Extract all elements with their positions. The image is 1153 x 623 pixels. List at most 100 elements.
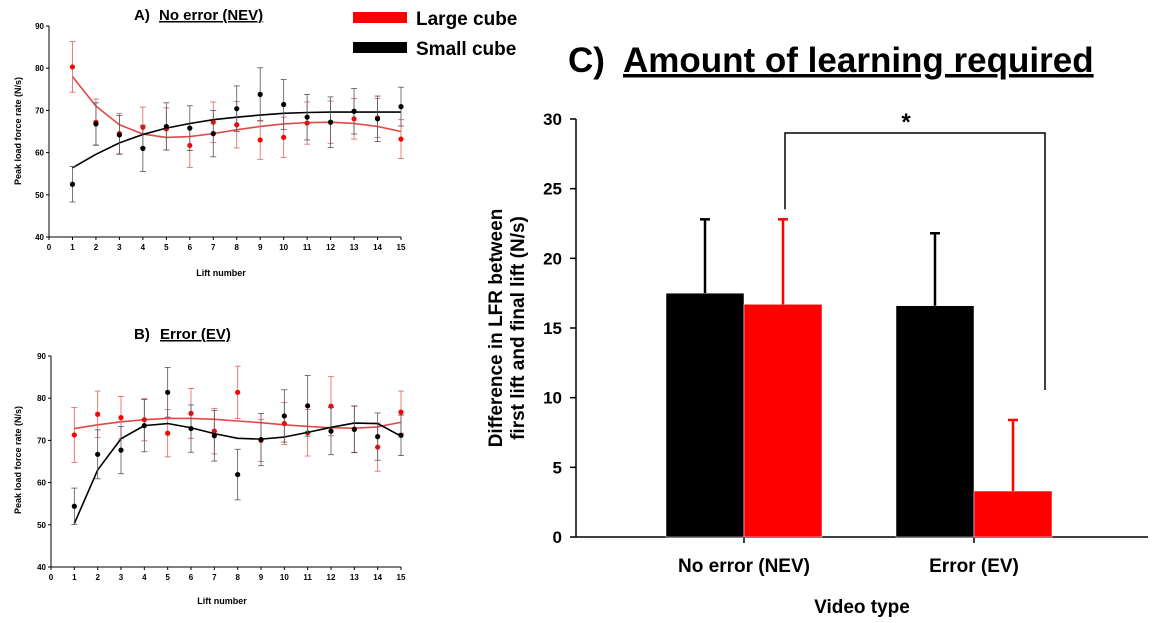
panel-a-large-cube-point [69, 64, 76, 70]
panel-b-small-cube-point [235, 471, 241, 478]
panel-b-large-cube-point [235, 389, 241, 395]
panel-b-y-tick-label: 50 [37, 521, 46, 530]
panel-b-y-axis-label: Peak load force rate (N/s) [13, 406, 23, 514]
panel-b-small-cube-point [211, 433, 217, 439]
panel-b-small-cube-trend-line [73, 422, 402, 524]
panel-c-bar-large-cube [743, 304, 823, 538]
panel-b-x-tick-label: 11 [303, 573, 312, 582]
panel-a-y-tick-label: 90 [35, 22, 44, 31]
panel-c-category-label: Error (EV) [929, 556, 1019, 577]
panel-a-x-tick-label: 3 [117, 243, 122, 252]
panel-b-y-tick-label: 40 [37, 563, 46, 572]
panel-b-small-cube-point [328, 428, 334, 434]
panel-b-x-tick-label: 0 [49, 573, 54, 582]
panel-b-x-tick-label: 13 [350, 573, 359, 582]
panel-a-small-cube-point [163, 123, 169, 130]
panel-b-x-tick-label: 7 [212, 573, 217, 582]
panel-b-small-cube-point [398, 432, 404, 438]
panel-b-small-cube-point [71, 503, 77, 509]
panel-b-x-tick-label: 5 [165, 573, 170, 582]
panel-c-title: Amount of learning required [623, 41, 1094, 80]
panel-b-small-cube-point [118, 447, 124, 453]
panel-b-y-tick-label: 90 [37, 352, 46, 361]
panel-a-x-tick-label: 7 [211, 243, 216, 252]
significance-bracket [784, 132, 1046, 390]
panel-a-small-cube-point [304, 114, 310, 120]
panel-c-x-axis-label: Video type [814, 597, 910, 618]
panel-b-large-cube-trend-line [74, 417, 402, 430]
panel-a-small-cube-point [281, 101, 287, 108]
panel-c-y-tick-label: 30 [543, 110, 562, 129]
panel-a-x-tick-label: 9 [258, 243, 263, 252]
panel-a-x-tick-label: 5 [164, 243, 169, 252]
panel-b-error-chart: B) Error (EV) Peak load force rate (N/s)… [13, 326, 406, 606]
panel-a-small-cube-point [116, 132, 122, 138]
panel-b-large-cube-point [71, 432, 77, 438]
panel-b-x-tick-label: 14 [373, 573, 382, 582]
panel-b-small-cube-point [351, 426, 357, 433]
panel-b-small-cube-point [258, 436, 264, 443]
panel-b-x-tick-label: 1 [72, 573, 77, 582]
panel-a-x-tick-label: 8 [235, 243, 240, 252]
panel-a-small-cube-point [234, 106, 240, 112]
panel-b-x-axis-label: Lift number [197, 596, 247, 606]
panel-c-y-tick-label: 25 [543, 180, 562, 199]
panel-c-y-tick-label: 0 [553, 528, 562, 547]
panel-a-small-cube-point [69, 181, 76, 187]
panel-c-bar-chart: C) Amount of learning required Differenc… [486, 41, 1148, 618]
panel-b-large-cube-point [118, 415, 124, 421]
panel-b-y-tick-label: 80 [37, 394, 46, 403]
panel-a-x-tick-label: 10 [279, 243, 288, 252]
panel-b-x-tick-label: 9 [259, 573, 264, 582]
panel-c-bar-small-cube [895, 305, 975, 538]
panel-b-title: Error (EV) [160, 326, 231, 343]
panel-c-y-tick-label: 5 [553, 458, 562, 477]
significance-marker: * [901, 109, 911, 136]
panel-c-y-axis-label-line-2: first lift and final lift (N/s) [508, 216, 529, 440]
panel-a-x-tick-label: 15 [397, 243, 406, 252]
panel-a-large-cube-point [398, 136, 404, 142]
panel-a-small-cube-point [210, 131, 216, 137]
panel-b-y-tick-label: 70 [37, 436, 46, 445]
panel-a-x-tick-label: 1 [70, 243, 75, 252]
panel-a-small-cube-point [374, 116, 381, 122]
panel-b-small-cube-point [188, 425, 194, 432]
panel-c-y-tick-label: 10 [543, 389, 562, 408]
panel-a-large-cube-point [257, 137, 263, 143]
panel-a-y-tick-label: 70 [35, 106, 44, 115]
panel-b-small-cube-point [305, 403, 311, 409]
panel-a-y-axis-label: Peak load force rate (N/s) [13, 77, 23, 185]
panel-a-small-cube-point [93, 121, 99, 127]
panel-b-small-cube-point [165, 389, 171, 395]
panel-a-small-cube-point [257, 91, 263, 97]
panel-a-x-tick-label: 6 [188, 243, 193, 252]
panel-a-title: No error (NEV) [159, 7, 263, 24]
panel-a-no-error-chart: A) No error (NEV) Peak load force rate (… [13, 7, 406, 278]
panel-b-large-cube-point [398, 409, 404, 415]
panel-a-x-tick-label: 4 [141, 243, 146, 252]
legend-label-small-cube: Small cube [416, 39, 516, 60]
panel-a-x-tick-label: 14 [373, 243, 382, 252]
panel-a-small-cube-point [328, 119, 334, 125]
panel-c-bar-large-cube [973, 490, 1053, 538]
panel-c-letter: C) [568, 41, 605, 80]
panel-b-x-tick-label: 6 [189, 573, 194, 582]
panel-a-y-tick-label: 80 [35, 64, 44, 73]
panel-a-x-tick-label: 11 [303, 243, 312, 252]
panel-b-y-tick-label: 60 [37, 479, 46, 488]
panel-b-small-cube-point [95, 451, 101, 457]
panel-a-x-tick-label: 13 [350, 243, 359, 252]
panel-c-category-label: No error (NEV) [678, 556, 810, 577]
panel-c-y-tick-label: 15 [543, 319, 562, 338]
panel-b-x-tick-label: 12 [327, 573, 336, 582]
panel-a-small-cube-point [187, 125, 193, 131]
panel-b-x-tick-label: 4 [142, 573, 147, 582]
panel-b-large-cube-point [165, 430, 171, 436]
panel-b-small-cube-point [141, 423, 147, 429]
panel-b-large-cube-point [95, 411, 101, 417]
legend: Large cube Small cube [353, 9, 517, 60]
panel-a-x-axis-label: Lift number [196, 268, 246, 278]
panel-b-letter: B) [134, 326, 150, 343]
panel-c-y-tick-label: 20 [543, 249, 562, 268]
